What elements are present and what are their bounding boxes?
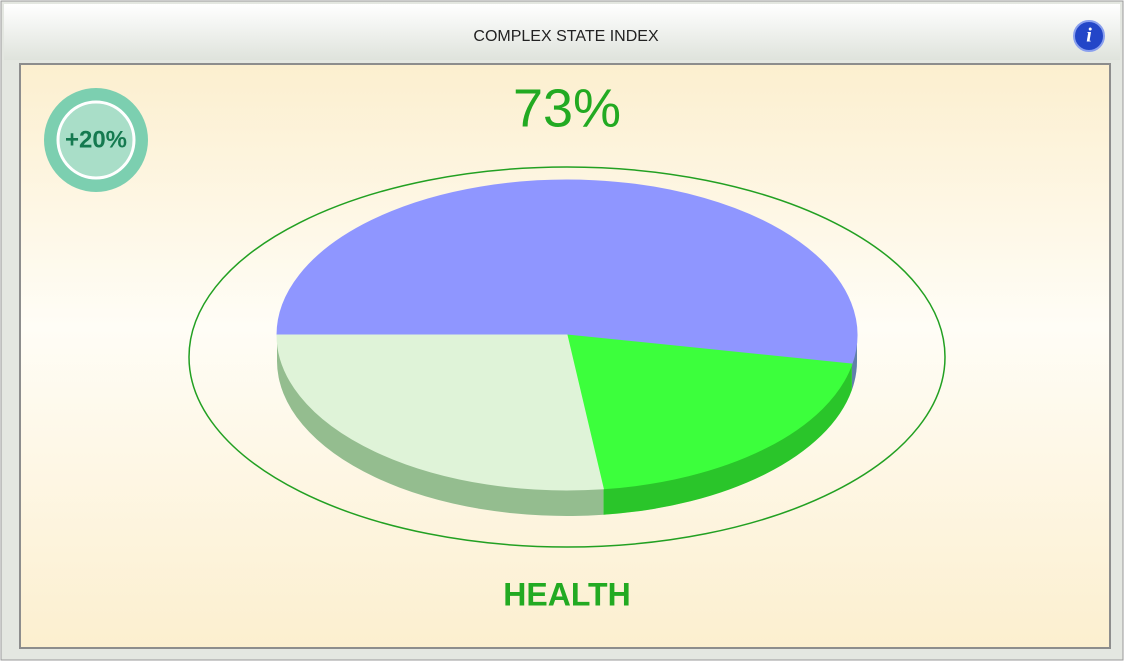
pie-slice-side-shade	[851, 335, 857, 391]
gauge-ring	[188, 166, 946, 548]
chart-subtitle: HEALTH	[503, 576, 630, 612]
info-glyph[interactable]: i	[1086, 25, 1092, 47]
pie-slice	[276, 334, 604, 491]
chart-title: 73%	[513, 78, 621, 138]
pie-slice-side	[603, 364, 852, 515]
header-bar	[4, 4, 1120, 60]
pie	[276, 179, 858, 516]
header-title: COMPLEX STATE INDEX	[473, 28, 659, 45]
pie-slice-side-shade	[277, 335, 604, 516]
pie-slice	[566, 334, 853, 490]
badge-label: +20%	[65, 126, 127, 153]
pie-slice-side	[277, 335, 604, 516]
info-icon[interactable]	[1073, 20, 1105, 52]
pie-slice	[276, 179, 858, 365]
pie-slice-side-shade	[603, 364, 852, 515]
pie-slice-side	[851, 335, 857, 391]
badge-inner	[56, 100, 136, 180]
